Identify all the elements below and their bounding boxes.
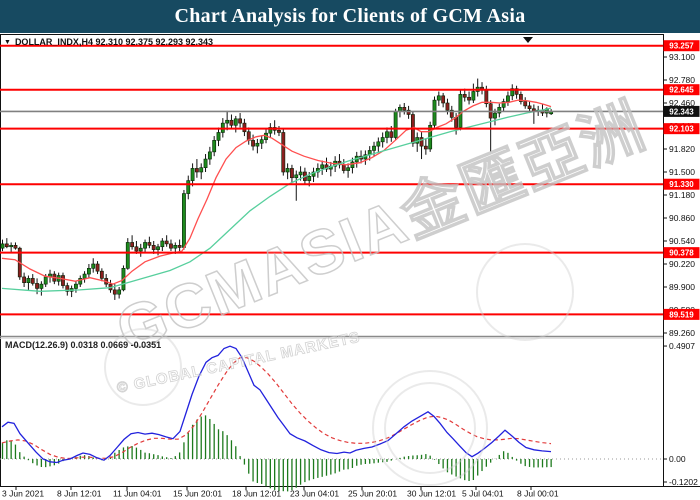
- svg-text:90.378: 90.378: [669, 249, 694, 258]
- price-tags: 93.257 92.645 92.103 91.330 90.378 89.519 92.3…: [663, 40, 700, 320]
- svg-text:8 Jul 00:01: 8 Jul 00:01: [517, 489, 559, 499]
- svg-text:89.260: 89.260: [669, 328, 695, 338]
- svg-text:91.500: 91.500: [669, 167, 695, 177]
- svg-text:90.540: 90.540: [669, 236, 695, 246]
- brand-watermark: GCMASIA金匯亞洲© GLOBAL CAPITAL MARKETS: [104, 90, 656, 486]
- moving-averages: [1, 99, 552, 292]
- svg-text:91.180: 91.180: [669, 190, 695, 200]
- svg-text:8 Jun 12:01: 8 Jun 12:01: [57, 489, 102, 499]
- svg-text:3 Jun 2021: 3 Jun 2021: [2, 489, 44, 499]
- svg-text:92.780: 92.780: [669, 75, 695, 85]
- watermark-brand-text: GCMASIA金匯亞洲: [107, 91, 655, 366]
- svg-text:-0.1202: -0.1202: [669, 477, 698, 487]
- svg-text:25 Jun 20:01: 25 Jun 20:01: [348, 489, 397, 499]
- svg-text:15 Jun 20:01: 15 Jun 20:01: [173, 489, 222, 499]
- symbol-info: ▼ DOLLAR_INDX,H4 92.310 92.375 92.293 92…: [4, 37, 213, 47]
- macd-panel: 0.4907 0.00 -0.1202: [0, 341, 698, 492]
- svg-text:23 Jun 04:01: 23 Jun 04:01: [290, 489, 339, 499]
- svg-text:18 Jun 12:01: 18 Jun 12:01: [232, 489, 281, 499]
- svg-text:92.343: 92.343: [669, 107, 694, 116]
- price-chart-canvas[interactable]: 93.10092.78092.46092.14091.82091.50091.1…: [0, 33, 700, 500]
- symbol-ohlc-text: DOLLAR_INDX,H4 92.310 92.375 92.293 92.3…: [14, 37, 214, 47]
- svg-text:90.860: 90.860: [669, 213, 695, 223]
- chart-shift-marker-icon[interactable]: [523, 37, 533, 43]
- level-lines: [0, 44, 663, 316]
- svg-text:90.220: 90.220: [669, 259, 695, 269]
- svg-text:93.100: 93.100: [669, 52, 695, 62]
- svg-text:89.519: 89.519: [669, 310, 694, 319]
- svg-text:93.257: 93.257: [669, 42, 694, 51]
- svg-text:92.460: 92.460: [669, 98, 695, 108]
- chart-panel: 93.10092.78092.46092.14091.82091.50091.1…: [0, 33, 700, 500]
- svg-text:91.820: 91.820: [669, 144, 695, 154]
- symbol-dropdown-icon[interactable]: ▼: [4, 38, 11, 46]
- svg-text:92.103: 92.103: [669, 125, 694, 134]
- svg-text:5 Jul 04:01: 5 Jul 04:01: [462, 489, 504, 499]
- time-axis: 3 Jun 2021 8 Jun 12:01 11 Jun 04:01 15 Jun …: [2, 486, 559, 499]
- svg-text:92.645: 92.645: [669, 86, 694, 95]
- macd-indicator-label: MACD(12.26.9) 0.0318 0.0669 -0.0351: [5, 340, 162, 350]
- svg-text:89.900: 89.900: [669, 282, 695, 292]
- svg-text:91.330: 91.330: [669, 180, 694, 189]
- page-title: Chart Analysis for Clients of GCM Asia: [0, 0, 700, 33]
- svg-text:30 Jun 12:01: 30 Jun 12:01: [407, 489, 456, 499]
- svg-text:11 Jun 04:01: 11 Jun 04:01: [113, 489, 162, 499]
- svg-text:0.4907: 0.4907: [669, 341, 695, 351]
- svg-text:0.00: 0.00: [669, 454, 686, 464]
